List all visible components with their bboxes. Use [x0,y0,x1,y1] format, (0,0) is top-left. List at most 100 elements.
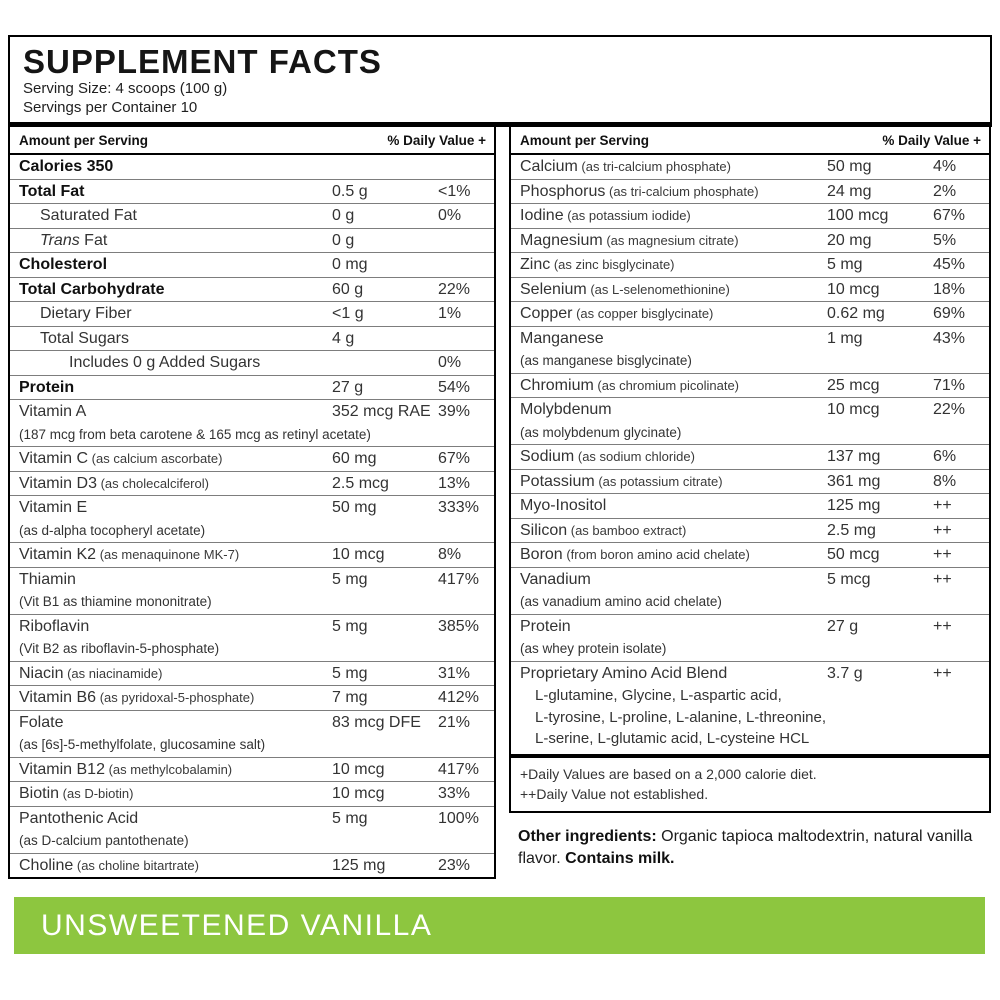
nutrient-daily-value: 0% [438,354,462,371]
nutrient-daily-value: ++ [933,664,952,682]
nutrient-source-detail: (as tri-calcium phosphate) [605,183,759,199]
nutrient-name: Chromium (as chromium picolinate) [520,376,740,394]
daily-value-header: % Daily Value + [387,133,486,148]
nutrient-source-detail: (as sodium chloride) [574,449,695,464]
nutrient-amount: 7 mg [332,689,368,706]
nutrient-daily-value: 71% [933,376,966,394]
nutrient-daily-value: 5% [933,231,957,249]
nutrient-subtext: (as molybdenum glycinate) [520,424,682,440]
nutrient-name: Phosphorus (as tri-calcium phosphate) [520,182,759,200]
nutrient-row: Copper (as copper bisglycinate) 0.62 mg 69… [511,301,989,326]
nutrient-amount: 50 mg [827,158,872,175]
nutrient-row: Calcium (as tri-calcium phosphate) 50 mg 4… [511,155,989,179]
nutrient-source-detail: (as methylcobalamin) [104,761,233,777]
left-table-header: Amount per Serving % Daily Value + [10,127,494,155]
label-title: SUPPLEMENT FACTS [23,43,382,80]
nutrient-daily-value: 18% [933,280,966,298]
nutrient-row: Vitamin C (as calcium ascorbate) 60 mg 67% [10,446,494,471]
nutrient-daily-value: 6% [933,448,957,465]
other-ingredients-text: Organic tapioca maltodextrin, natural va… [518,827,973,867]
nutrient-row: Total Fat 0.5 g <1% [10,178,494,204]
nutrient-daily-value: 385% [438,617,479,635]
nutrient-amount: 10 mcg [827,280,880,298]
nutrient-name: Potassium (as potassium citrate) [520,472,723,490]
nutrient-daily-value: ++ [933,521,952,539]
nutrient-amount: 27 g [827,617,859,635]
nutrient-amount: 24 mg [827,182,872,200]
blend-ingredient-line: L-serine, L-glutamic acid, L-cysteine HC… [535,730,810,747]
nutrient-name: Zinc (as zinc bisglycinate) [520,256,675,273]
nutrient-name: Magnesium (as magnesium citrate) [520,231,739,249]
nutrient-row: Dietary Fiber <1 g 1% [10,301,494,326]
nutrient-daily-value: 43% [933,329,966,347]
nutrient-name: Molybdenum [520,401,612,418]
nutrient-daily-value: 417% [438,760,479,778]
nutrient-daily-value: 22% [933,401,966,418]
nutrient-row: Choline (as choline bitartrate) 125 mg 23% [10,852,494,878]
nutrient-row: Total Sugars 4 g [10,325,494,351]
nutrient-name: Vitamin B6 (as pyridoxal-5-phosphate) [19,689,255,706]
right-table-header: Amount per Serving % Daily Value + [511,127,989,155]
nutrient-daily-value: 8% [438,546,462,563]
nutrient-daily-value: 1% [438,305,462,322]
nutrient-subtext: (Vit B2 as riboflavin-5-phosphate) [19,641,220,656]
nutrient-name: Selenium (as L-selenomethionine) [520,280,730,298]
nutrient-daily-value: 45% [933,256,966,273]
nutrient-amount: 25 mcg [827,376,880,394]
nutrient-amount: 125 mg [332,856,386,874]
nutrient-name: Vitamin E [19,499,88,516]
nutrient-daily-value: 2% [933,182,957,200]
nutrient-subtext: (as whey protein isolate) [520,641,667,656]
nutrient-row: Vitamin K2 (as menaquinone MK-7) 10 mcg 8% [10,542,494,567]
nutrient-amount: 10 mcg [332,785,385,802]
supplement-facts-label: SUPPLEMENT FACTS Serving Size: 4 scoops … [8,35,992,879]
nutrient-daily-value: 4% [933,158,957,175]
nutrient-name: Pantothenic Acid [19,809,139,827]
nutrient-amount: 352 mcg RAE [332,403,431,420]
nutrient-row: Protein 27 g 54% [10,374,494,400]
nutrient-daily-value: 67% [933,207,966,224]
amount-per-serving-header: Amount per Serving [520,133,650,148]
nutrient-name: Biotin (as D-biotin) [19,785,134,802]
nutrient-row: Thiamin 5 mg 417% (Vit B1 as thiamine monon… [10,566,494,614]
nutrient-row: Calories 350 [10,155,494,179]
nutrient-subtext: (as [6s]-5-methylfolate, glucosamine sal… [19,737,266,752]
nutrient-row: Vitamin E 50 mg 333% (as d-alpha tocopheryl… [10,495,494,542]
blend-ingredient-line: L-glutamine, Glycine, L-aspartic acid, [535,687,782,704]
amount-per-serving-header: Amount per Serving [19,133,149,148]
flavor-banner: UNSWEETENED VANILLA [14,897,985,954]
allergen-statement: Contains milk. [565,849,675,867]
nutrient-row: Folate 83 mcg DFE 21% (as [6s]-5-methylfola… [10,709,494,757]
nutrient-name: Manganese [520,329,604,347]
nutrient-daily-value: 0% [438,207,462,224]
nutrient-amount: 361 mg [827,472,881,490]
nutrient-daily-value: 412% [438,689,479,706]
nutrient-source-detail: (as chromium picolinate) [593,377,740,393]
nutrient-row: Phosphorus (as tri-calcium phosphate) 24 … [511,178,989,204]
nutrient-source-detail: (as D-biotin) [59,786,134,801]
nutrient-daily-value: 100% [438,809,479,827]
nutrient-subtext: (Vit B1 as thiamine mononitrate) [19,594,212,609]
servings-per-container: Servings per Container 10 [23,98,198,116]
nutrient-row: Sodium (as sodium chloride) 137 mg 6% [511,444,989,469]
nutrient-row: Selenium (as L-selenomethionine) 10 mcg 18… [511,276,989,302]
nutrient-name: Total Fat [19,182,85,200]
left-nutrient-table: Amount per Serving % Daily Value + Calor… [8,127,496,879]
nutrient-amount: 50 mg [332,499,377,516]
nutrient-row: Magnesium (as magnesium citrate) 20 mg 5% [511,227,989,253]
right-nutrient-table: Amount per Serving % Daily Value + Calci… [509,127,991,813]
nutrient-name: Boron (from boron amino acid chelate) [520,546,750,563]
nutrient-name: Dietary Fiber [40,305,132,322]
daily-value-header: % Daily Value + [882,133,981,148]
nutrient-amount: 5 mg [332,664,368,682]
nutrient-subtext: (as vanadium amino acid chelate) [520,594,722,609]
nutrient-amount: 100 mcg [827,207,889,224]
nutrient-amount: 10 mcg [827,401,880,418]
footnote-not-established: ++Daily Value not established. [520,785,709,802]
blend-ingredient-line: L-tyrosine, L-proline, L-alanine, L-thre… [535,708,826,726]
nutrient-row: Vanadium 5 mcg ++ (as vanadium amino acid c… [511,566,989,614]
nutrient-daily-value: 39% [438,403,471,420]
nutrient-source-detail: (as choline bitartrate) [73,857,199,873]
nutrient-source-detail: (as potassium citrate) [594,473,723,489]
nutrient-amount: 5 mg [827,256,863,273]
